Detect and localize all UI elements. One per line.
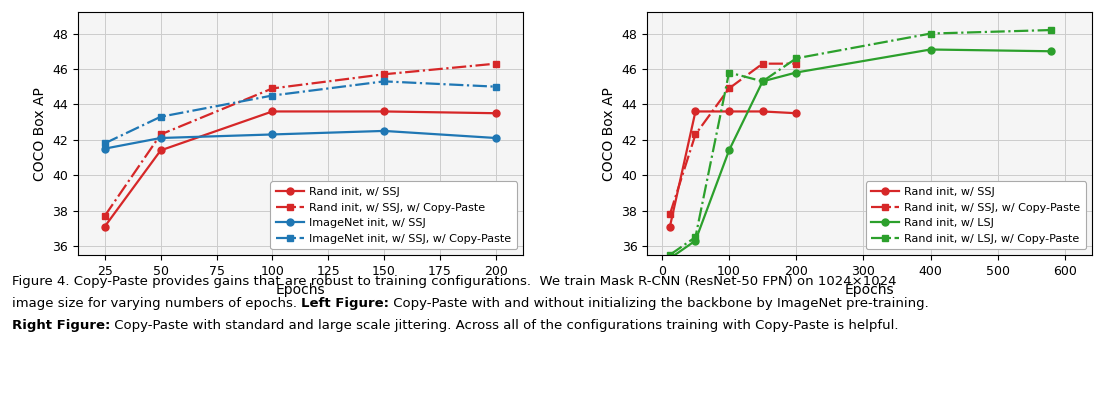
- Rand init, w/ LSJ, w/ Copy-Paste: [756, 79, 770, 84]
- Line: Rand init, w/ SSJ, w/ Copy-Paste: Rand init, w/ SSJ, w/ Copy-Paste: [666, 60, 800, 217]
- Rand init, w/ LSJ, w/ Copy-Paste: [924, 31, 937, 36]
- Rand init, w/ SSJ: [98, 224, 111, 229]
- Rand init, w/ SSJ, w/ Copy-Paste: [722, 86, 735, 91]
- Line: Rand init, w/ LSJ: Rand init, w/ LSJ: [666, 46, 1055, 262]
- X-axis label: Epochs: Epochs: [844, 283, 895, 297]
- Rand init, w/ LSJ: [1045, 49, 1058, 54]
- Text: Left Figure:: Left Figure:: [301, 298, 389, 310]
- Rand init, w/ SSJ, w/ Copy-Paste: [790, 61, 803, 66]
- Rand init, w/ SSJ: [154, 148, 167, 153]
- Rand init, w/ SSJ: [790, 111, 803, 115]
- Line: Rand init, w/ SSJ: Rand init, w/ SSJ: [666, 108, 800, 230]
- Rand init, w/ LSJ, w/ Copy-Paste: [722, 70, 735, 75]
- X-axis label: Epochs: Epochs: [275, 283, 325, 297]
- Rand init, w/ SSJ, w/ Copy-Paste: [489, 61, 502, 66]
- Rand init, w/ LSJ: [663, 256, 676, 261]
- Y-axis label: COCO Box AP: COCO Box AP: [602, 87, 616, 180]
- Rand init, w/ LSJ: [790, 70, 803, 75]
- Rand init, w/ SSJ: [489, 111, 502, 115]
- Rand init, w/ LSJ, w/ Copy-Paste: [1045, 28, 1058, 32]
- ImageNet init, w/ SSJ, w/ Copy-Paste: [489, 84, 502, 89]
- Rand init, w/ LSJ, w/ Copy-Paste: [663, 252, 676, 257]
- Line: Rand init, w/ LSJ, w/ Copy-Paste: Rand init, w/ LSJ, w/ Copy-Paste: [666, 27, 1055, 258]
- Rand init, w/ SSJ, w/ Copy-Paste: [663, 212, 676, 217]
- ImageNet init, w/ SSJ, w/ Copy-Paste: [154, 114, 167, 119]
- Rand init, w/ SSJ, w/ Copy-Paste: [98, 213, 111, 218]
- ImageNet init, w/ SSJ: [98, 146, 111, 151]
- Line: Rand init, w/ SSJ, w/ Copy-Paste: Rand init, w/ SSJ, w/ Copy-Paste: [101, 60, 499, 219]
- Y-axis label: COCO Box AP: COCO Box AP: [32, 87, 47, 180]
- Line: ImageNet init, w/ SSJ, w/ Copy-Paste: ImageNet init, w/ SSJ, w/ Copy-Paste: [101, 78, 499, 147]
- Rand init, w/ SSJ: [378, 109, 391, 114]
- Rand init, w/ SSJ: [722, 109, 735, 114]
- Text: Figure 4. Copy-Paste provides gains that are robust to training configurations. : Figure 4. Copy-Paste provides gains that…: [12, 275, 897, 289]
- Rand init, w/ SSJ: [265, 109, 278, 114]
- Rand init, w/ SSJ: [756, 109, 770, 114]
- Rand init, w/ LSJ: [688, 238, 702, 243]
- ImageNet init, w/ SSJ: [489, 136, 502, 141]
- ImageNet init, w/ SSJ: [378, 129, 391, 134]
- Line: ImageNet init, w/ SSJ: ImageNet init, w/ SSJ: [101, 127, 499, 152]
- Rand init, w/ SSJ: [663, 224, 676, 229]
- Text: Copy-Paste with standard and large scale jittering. Across all of the configurat: Copy-Paste with standard and large scale…: [110, 319, 899, 332]
- ImageNet init, w/ SSJ, w/ Copy-Paste: [98, 141, 111, 146]
- Line: Rand init, w/ SSJ: Rand init, w/ SSJ: [101, 108, 499, 230]
- Text: Right Figure:: Right Figure:: [12, 319, 110, 332]
- Legend: Rand init, w/ SSJ, Rand init, w/ SSJ, w/ Copy-Paste, ImageNet init, w/ SSJ, Imag: Rand init, w/ SSJ, Rand init, w/ SSJ, w/…: [271, 182, 517, 249]
- ImageNet init, w/ SSJ, w/ Copy-Paste: [378, 79, 391, 84]
- Text: image size for varying numbers of epochs.: image size for varying numbers of epochs…: [12, 298, 301, 310]
- Legend: Rand init, w/ SSJ, Rand init, w/ SSJ, w/ Copy-Paste, Rand init, w/ LSJ, Rand ini: Rand init, w/ SSJ, Rand init, w/ SSJ, w/…: [866, 182, 1086, 249]
- Rand init, w/ SSJ, w/ Copy-Paste: [378, 72, 391, 77]
- Rand init, w/ LSJ: [722, 148, 735, 153]
- Rand init, w/ SSJ, w/ Copy-Paste: [756, 61, 770, 66]
- ImageNet init, w/ SSJ, w/ Copy-Paste: [265, 93, 278, 98]
- Rand init, w/ LSJ: [924, 47, 937, 52]
- Rand init, w/ LSJ, w/ Copy-Paste: [790, 56, 803, 61]
- Text: Copy-Paste with and without initializing the backbone by ImageNet pre-training.: Copy-Paste with and without initializing…: [389, 298, 929, 310]
- Rand init, w/ SSJ: [688, 109, 702, 114]
- Rand init, w/ LSJ: [756, 79, 770, 84]
- Rand init, w/ SSJ, w/ Copy-Paste: [688, 132, 702, 137]
- ImageNet init, w/ SSJ: [265, 132, 278, 137]
- Rand init, w/ SSJ, w/ Copy-Paste: [154, 132, 167, 137]
- ImageNet init, w/ SSJ: [154, 136, 167, 141]
- Rand init, w/ LSJ, w/ Copy-Paste: [688, 235, 702, 240]
- Rand init, w/ SSJ, w/ Copy-Paste: [265, 86, 278, 91]
